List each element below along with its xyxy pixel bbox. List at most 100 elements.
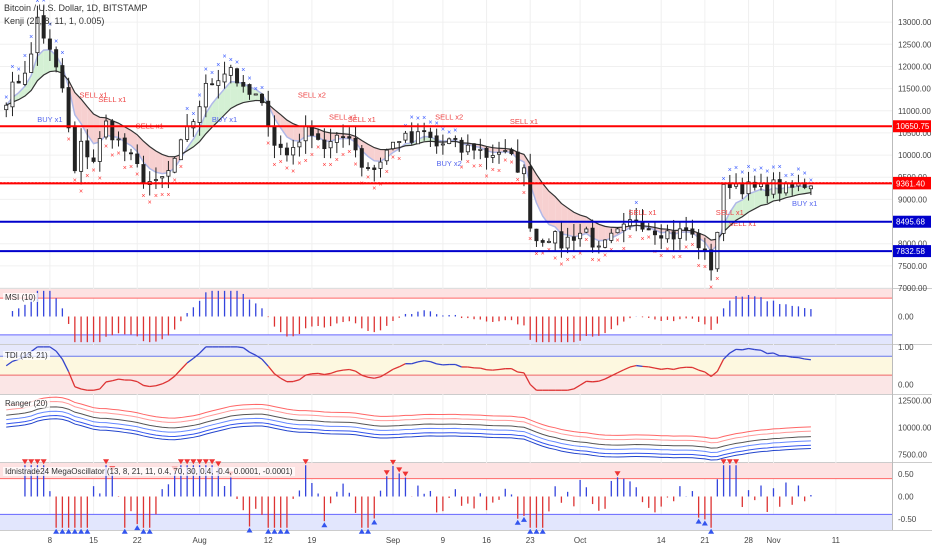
buy-marker: ×: [416, 115, 420, 122]
tdi-line-segment: [804, 358, 811, 361]
mega-top-marker: [34, 459, 41, 465]
level-tag-label: 8495.68: [896, 218, 925, 227]
candle-body: [540, 240, 545, 243]
cloud-segment: [149, 146, 156, 173]
sell-marker: ×: [73, 177, 77, 184]
buy-marker: ×: [753, 168, 757, 175]
cloud-segment: [37, 50, 44, 81]
tdi-line-segment: [68, 371, 76, 388]
x-tick-label: 11: [832, 536, 841, 545]
y-tick-label: 7000.00: [898, 284, 927, 293]
tdi-line-segment: [343, 368, 350, 371]
y-tick-label: 11000.00: [898, 107, 931, 116]
tdi-line-segment: [511, 368, 519, 373]
mega-bottom-marker: [265, 528, 272, 534]
tdi-line-segment: [267, 365, 275, 375]
sell-marker: ×: [534, 251, 538, 258]
sell-marker: ×: [497, 168, 501, 175]
tdi-line-segment: [136, 381, 144, 387]
tdi-line-segment: [143, 384, 150, 388]
cloud-segment: [137, 134, 144, 163]
cloud-segment: [492, 147, 500, 153]
candle-body: [110, 120, 115, 141]
cloud-segment: [274, 109, 281, 128]
tdi-line-segment: [168, 375, 176, 382]
tdi-line-segment: [517, 371, 525, 374]
sell-marker: ×: [597, 258, 601, 265]
candle-body: [216, 80, 221, 86]
buy-marker: ×: [223, 54, 227, 61]
indicator-title: Kenji (21, 8, 11, 1, 0.005): [4, 16, 105, 26]
tdi-line-segment: [74, 386, 82, 390]
candle-body: [515, 151, 520, 173]
mega-top-marker: [190, 459, 197, 465]
tdi-line-segment: [199, 346, 207, 354]
tdi-line-segment: [392, 366, 400, 370]
buy-signal-label: BUY x1: [792, 199, 817, 208]
y-tick-label: 7500.00: [898, 262, 927, 271]
buy-marker: ×: [216, 62, 220, 69]
tdi-line-segment: [567, 388, 575, 391]
sell-marker: ×: [703, 264, 707, 271]
tdi-line-segment: [274, 373, 282, 379]
sell-marker: ×: [553, 255, 557, 262]
candle-body: [752, 181, 757, 188]
sell-marker: ×: [79, 189, 83, 196]
tdi-line-segment: [673, 367, 681, 371]
sell-marker: ×: [110, 153, 114, 160]
tdi-line-segment: [280, 377, 288, 383]
tdi-line-segment: [598, 378, 606, 382]
candle-body: [777, 179, 782, 194]
candle-body: [390, 141, 395, 150]
mega-top-marker: [302, 459, 309, 465]
sell-marker: ×: [647, 234, 651, 241]
candle-body: [60, 65, 65, 89]
candle-body: [297, 141, 302, 148]
candle-body: [4, 104, 9, 111]
x-tick-label: Sep: [386, 536, 401, 545]
buy-marker: ×: [60, 50, 64, 57]
candle-body: [372, 167, 377, 170]
cloud-segment: [230, 81, 238, 109]
candle-body: [10, 81, 15, 108]
tdi-line-segment: [30, 346, 38, 353]
cloud-segment: [87, 106, 94, 144]
sell-marker: ×: [166, 192, 170, 199]
candle-body: [284, 147, 289, 156]
candle-body: [553, 231, 558, 244]
x-tick-label: 23: [526, 536, 535, 545]
tdi-line-segment: [742, 347, 749, 351]
candle-body: [503, 150, 508, 152]
candle-body: [397, 141, 402, 143]
cloud-segment: [293, 123, 300, 142]
mega-bottom-marker: [527, 528, 534, 534]
tdi-line-segment: [161, 380, 169, 385]
sell-marker: ×: [678, 254, 682, 261]
candle-body: [378, 161, 383, 169]
candle-body: [247, 84, 252, 95]
cloud-segment: [798, 185, 805, 195]
sell-marker: ×: [503, 157, 507, 164]
tdi-line-segment: [654, 367, 662, 370]
candle-body: [808, 185, 813, 190]
buy-marker: ×: [803, 171, 807, 178]
candle-body: [621, 223, 626, 232]
ranger-band-line: [6, 401, 811, 444]
y-tick-label: 9000.00: [898, 195, 927, 204]
candle-body: [303, 126, 308, 142]
tdi-line-segment: [112, 378, 119, 382]
buy-marker: ×: [790, 172, 794, 179]
candle-body: [235, 68, 240, 84]
candle-body: [709, 249, 714, 271]
level-tag-label: 10650.75: [896, 122, 930, 131]
sell-marker: ×: [310, 152, 314, 159]
candle-body: [615, 228, 620, 234]
mega-bottom-marker: [539, 528, 546, 534]
mega-top-marker: [40, 459, 47, 465]
mega-bottom-marker: [84, 528, 91, 534]
sell-marker: ×: [628, 234, 632, 241]
mega-lower-band: [0, 514, 892, 530]
tdi-line-segment: [573, 384, 581, 390]
symbol-title: Bitcoin / U.S. Dollar, 1D, BITSTAMP: [4, 3, 148, 13]
sell-marker: ×: [372, 185, 376, 192]
